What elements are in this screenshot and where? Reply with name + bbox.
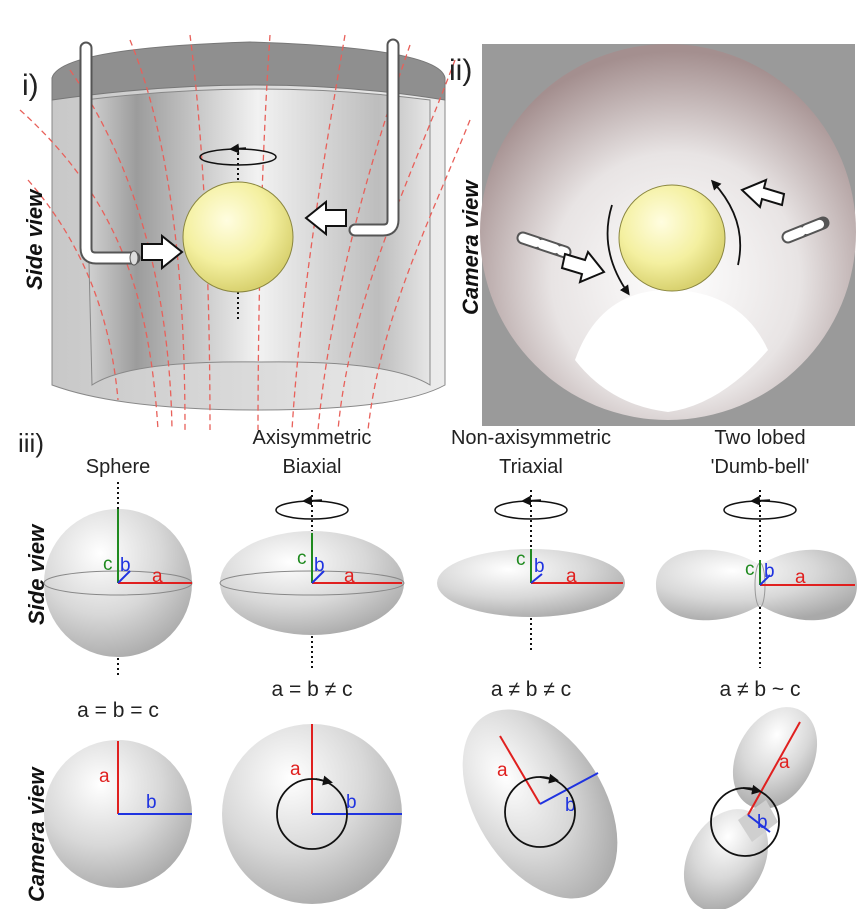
shape-title-triaxial-1: Non-axisymmetric — [451, 427, 611, 449]
axis-label-b: b — [534, 556, 545, 577]
gas-nozzle-icon-camera-left — [516, 231, 572, 259]
panel-label-i: i) — [22, 69, 39, 102]
sphere-camera-view: a b — [44, 740, 192, 888]
relation-triaxial: a ≠ b ≠ c — [491, 678, 571, 701]
dumbbell-camera-view: a b — [683, 707, 818, 909]
triaxial-camera-view: a b — [462, 709, 618, 899]
levitated-particle — [182, 181, 294, 293]
axis-label-b: b — [314, 555, 325, 576]
relation-biaxial: a = b ≠ c — [272, 678, 353, 701]
gas-nozzle-icon-left — [79, 41, 141, 266]
axis-label-a: a — [779, 752, 790, 773]
rotation-arrow-icon — [276, 778, 348, 850]
axis-label-a: a — [290, 759, 301, 780]
rotation-arrow-icon — [199, 143, 277, 166]
shape-title-dumbbell-2: 'Dumb-bell' — [711, 456, 810, 478]
rotation-arrow-icon — [723, 495, 797, 520]
rotation-arrow-icon — [710, 179, 742, 266]
sphere-side-view: c b a — [43, 482, 193, 675]
dumbbell-side-view: c b a — [656, 490, 857, 668]
triaxial-side-view: c b a — [437, 490, 625, 650]
relation-sphere: a = b = c — [77, 699, 159, 722]
axis-label-c: c — [297, 548, 307, 569]
side-view-label: Side view — [22, 188, 47, 290]
axis-label-a: a — [152, 566, 163, 587]
axis-label-b: b — [120, 555, 131, 576]
axis-label-c: c — [745, 559, 755, 580]
gas-nozzle-icon-camera-right — [781, 216, 830, 244]
axis-label-b: b — [565, 795, 576, 816]
shape-title-biaxial-1: Axisymmetric — [253, 427, 372, 449]
axis-label-a: a — [795, 567, 806, 588]
axis-label-a: a — [497, 760, 508, 781]
axis-label-b: b — [764, 561, 775, 582]
rotation-arrow-icon — [494, 495, 568, 520]
biaxial-camera-view: a b — [222, 724, 402, 904]
camera-view-label: Camera view — [458, 179, 483, 315]
panel-camera-view: ii) Camera view — [449, 44, 856, 426]
gas-nozzle-icon-right — [348, 38, 400, 237]
shape-title-triaxial-2: Triaxial — [499, 456, 563, 478]
axis-label-b: b — [346, 792, 357, 813]
axis-label-a: a — [344, 566, 355, 587]
levitated-particle — [618, 184, 726, 292]
biaxial-side-view: c b a — [219, 490, 405, 668]
panel-side-view-levitator: i) Side view — [19, 34, 471, 431]
axis-label-c: c — [103, 554, 113, 575]
relation-dumbbell: a ≠ b ~ c — [720, 678, 801, 701]
shape-title-sphere: Sphere — [86, 456, 151, 478]
axis-label-c: c — [516, 549, 526, 570]
axis-label-b: b — [757, 812, 768, 833]
shape-title-dumbbell-1: Two lobed — [714, 427, 805, 449]
panel-label-iii: iii) — [18, 428, 44, 458]
shape-title-biaxial-2: Biaxial — [283, 456, 342, 478]
flow-arrow-icon-camera-left — [560, 250, 606, 284]
flow-arrow-icon-camera-right — [740, 178, 786, 209]
axis-label-b: b — [146, 792, 157, 813]
axis-label-a: a — [566, 566, 577, 587]
camera-view-label-iii: Camera view — [24, 766, 49, 902]
rotation-arrow-icon — [606, 204, 630, 296]
flow-arrow-icon-right — [304, 199, 347, 237]
panel-label-ii: ii) — [449, 54, 472, 87]
axis-label-a: a — [99, 766, 110, 787]
rotation-arrow-icon — [275, 495, 349, 520]
flow-arrow-icon-left — [141, 233, 184, 271]
